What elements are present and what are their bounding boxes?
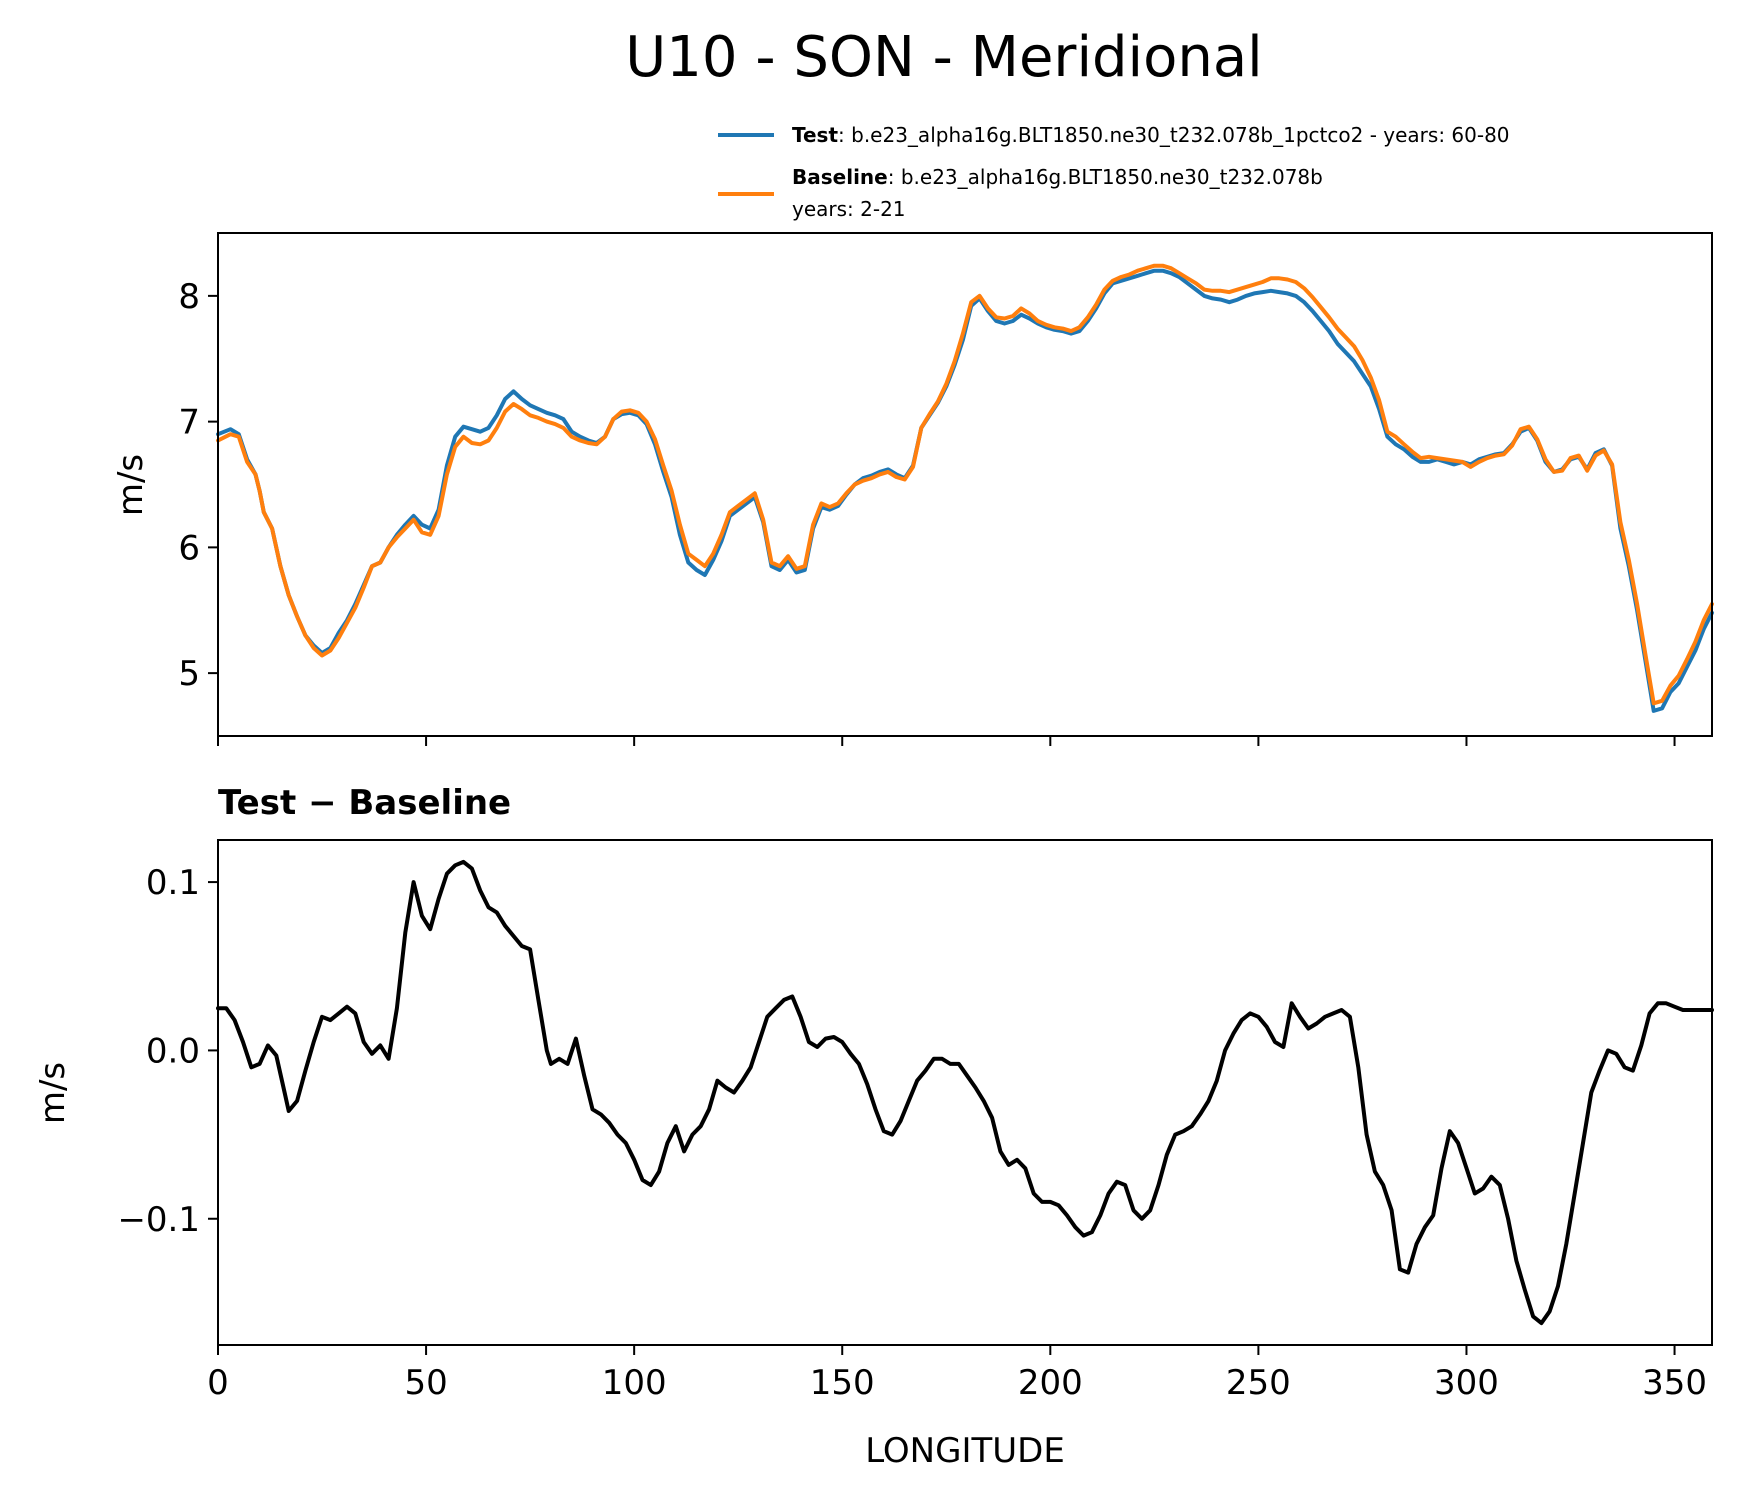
x-tick-label: 300 [1434, 1363, 1499, 1403]
x-tick-label: 250 [1226, 1363, 1291, 1403]
x-tick-label: 50 [404, 1363, 447, 1403]
series-line-baseline [216, 263, 1714, 706]
y-tick-label: 8 [178, 277, 200, 317]
top-panel-x-ticks [217, 736, 1676, 746]
bottom-panel: Test − Baseline 0 50 100 150 200 250 300 350 0.… [33, 783, 1714, 1471]
series-line-test-baseline [216, 859, 1714, 1326]
bottom-panel-y-ticks: 0.1 0.0 −0.1 [117, 863, 218, 1240]
legend-entry-baseline: Baseline: b.e23_alpha16g.BLT1850.ne30_t2… [792, 165, 1323, 189]
bottom-panel-lines [216, 859, 1714, 1326]
y-tick-label: 5 [178, 654, 200, 694]
bottom-panel-title: Test − Baseline [218, 783, 511, 823]
y-tick-label: 0.0 [146, 1031, 200, 1071]
legend: Test: b.e23_alpha16g.BLT1850.ne30_t232.0… [718, 123, 1510, 221]
top-panel-ylabel: m/s [111, 454, 151, 516]
x-tick-label: 200 [1018, 1363, 1083, 1403]
y-tick-label: 0.1 [146, 863, 200, 903]
y-tick-label: 7 [178, 403, 200, 443]
y-tick-label: 6 [178, 528, 200, 568]
bottom-panel-ylabel: m/s [33, 1062, 73, 1124]
top-panel-lines [216, 263, 1714, 713]
legend-entry-baseline-line2: years: 2-21 [792, 197, 906, 221]
bottom-panel-x-ticks: 0 50 100 150 200 250 300 350 [207, 1345, 1707, 1403]
bottom-panel-xlabel: LONGITUDE [865, 1431, 1065, 1471]
legend-entry-test: Test: b.e23_alpha16g.BLT1850.ne30_t232.0… [792, 123, 1510, 147]
x-tick-label: 150 [810, 1363, 875, 1403]
x-tick-label: 350 [1642, 1363, 1707, 1403]
x-tick-label: 100 [602, 1363, 667, 1403]
figure-title: U10 - SON - Meridional [625, 25, 1262, 90]
top-panel-y-ticks: 5 6 7 8 [178, 277, 218, 694]
bottom-panel-frame [217, 839, 1713, 1346]
top-panel: 5 6 7 8 m/s [111, 232, 1714, 746]
y-tick-label: −0.1 [117, 1200, 200, 1240]
top-panel-frame [217, 232, 1713, 737]
x-tick-label: 0 [207, 1363, 229, 1403]
